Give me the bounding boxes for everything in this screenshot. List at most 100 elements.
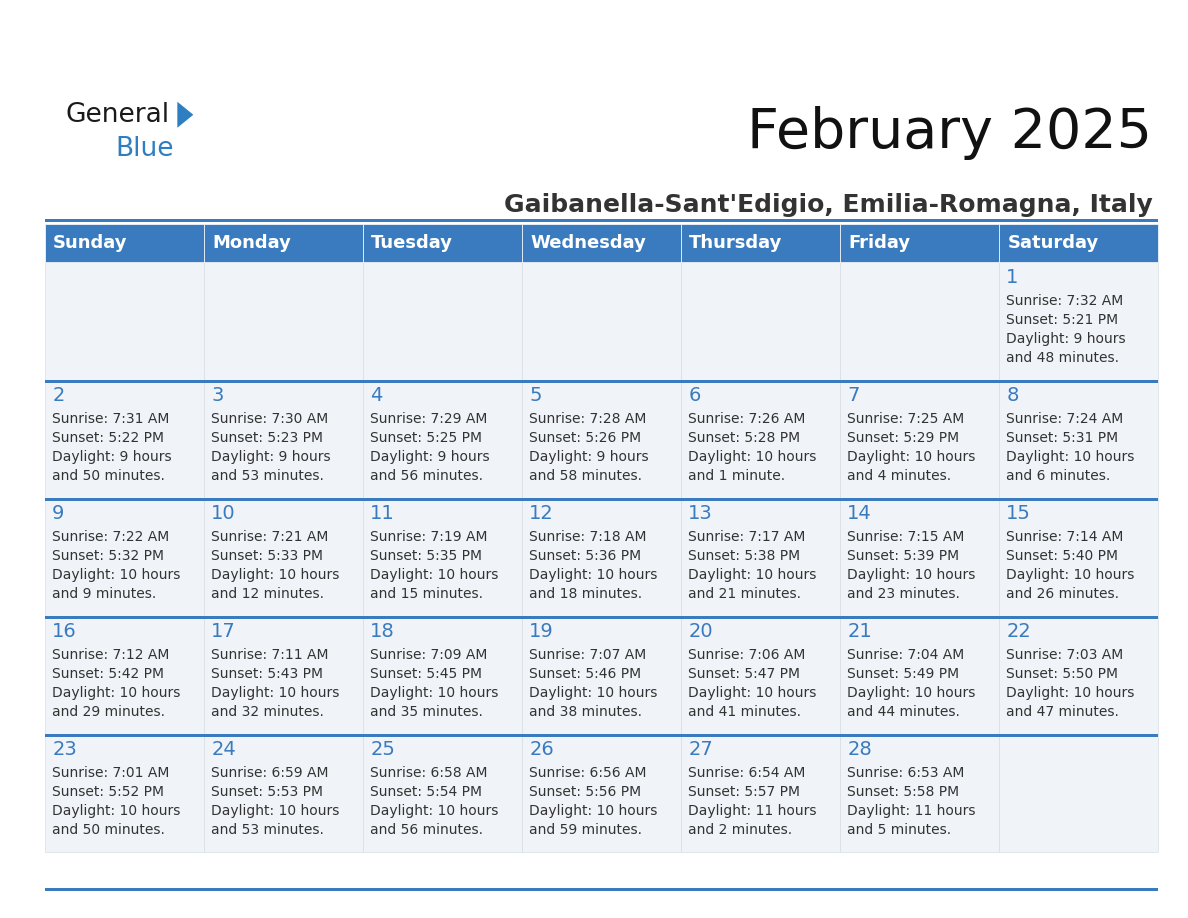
Text: Sunrise: 7:06 AM: Sunrise: 7:06 AM — [688, 648, 805, 662]
Text: Sunrise: 7:30 AM: Sunrise: 7:30 AM — [211, 412, 328, 426]
Text: 16: 16 — [52, 622, 77, 641]
Text: 28: 28 — [847, 740, 872, 759]
Text: 22: 22 — [1006, 622, 1031, 641]
Text: Sunrise: 7:25 AM: Sunrise: 7:25 AM — [847, 412, 965, 426]
Text: 10: 10 — [211, 504, 235, 523]
Text: Daylight: 10 hours: Daylight: 10 hours — [688, 450, 816, 464]
Text: 13: 13 — [688, 504, 713, 523]
Text: Sunrise: 7:09 AM: Sunrise: 7:09 AM — [371, 648, 487, 662]
Text: 3: 3 — [211, 386, 223, 405]
Text: Saturday: Saturday — [1007, 233, 1099, 252]
Text: Sunset: 5:39 PM: Sunset: 5:39 PM — [847, 549, 960, 563]
Bar — [999, 224, 1158, 262]
Text: Sunset: 5:54 PM: Sunset: 5:54 PM — [371, 785, 482, 800]
Text: Daylight: 10 hours: Daylight: 10 hours — [529, 804, 658, 818]
Text: Daylight: 10 hours: Daylight: 10 hours — [529, 686, 658, 700]
Text: 23: 23 — [52, 740, 77, 759]
Text: Daylight: 10 hours: Daylight: 10 hours — [847, 450, 975, 464]
Text: Daylight: 10 hours: Daylight: 10 hours — [1006, 450, 1135, 464]
Text: Sunrise: 7:18 AM: Sunrise: 7:18 AM — [529, 530, 646, 544]
Bar — [840, 734, 999, 853]
Text: Sunset: 5:35 PM: Sunset: 5:35 PM — [371, 549, 482, 563]
Text: and 50 minutes.: and 50 minutes. — [52, 823, 165, 837]
Bar — [840, 262, 999, 380]
Bar — [681, 498, 840, 616]
Text: Sunrise: 7:15 AM: Sunrise: 7:15 AM — [847, 530, 965, 544]
Text: Daylight: 10 hours: Daylight: 10 hours — [529, 568, 658, 582]
Text: Sunset: 5:29 PM: Sunset: 5:29 PM — [847, 431, 960, 445]
Text: Sunset: 5:42 PM: Sunset: 5:42 PM — [52, 667, 164, 681]
Text: 20: 20 — [688, 622, 713, 641]
Bar — [45, 380, 204, 498]
Text: Daylight: 9 hours: Daylight: 9 hours — [52, 450, 172, 464]
Bar — [45, 224, 204, 262]
Text: Sunset: 5:45 PM: Sunset: 5:45 PM — [371, 667, 482, 681]
Text: Sunset: 5:46 PM: Sunset: 5:46 PM — [529, 667, 642, 681]
Text: and 1 minute.: and 1 minute. — [688, 469, 785, 483]
Text: Sunrise: 7:24 AM: Sunrise: 7:24 AM — [1006, 412, 1124, 426]
Text: Daylight: 11 hours: Daylight: 11 hours — [688, 804, 816, 818]
Text: Daylight: 10 hours: Daylight: 10 hours — [211, 804, 340, 818]
Text: Daylight: 10 hours: Daylight: 10 hours — [52, 804, 181, 818]
Text: 9: 9 — [52, 504, 64, 523]
Text: Daylight: 10 hours: Daylight: 10 hours — [52, 686, 181, 700]
Text: and 56 minutes.: and 56 minutes. — [371, 469, 484, 483]
Text: 8: 8 — [1006, 386, 1018, 405]
Text: Daylight: 10 hours: Daylight: 10 hours — [211, 686, 340, 700]
Text: 11: 11 — [371, 504, 394, 523]
Bar — [523, 262, 681, 380]
Bar — [523, 224, 681, 262]
Text: and 5 minutes.: and 5 minutes. — [847, 823, 952, 837]
Text: 27: 27 — [688, 740, 713, 759]
Text: Sunset: 5:47 PM: Sunset: 5:47 PM — [688, 667, 801, 681]
Text: 12: 12 — [529, 504, 554, 523]
Text: and 35 minutes.: and 35 minutes. — [371, 705, 484, 719]
Text: Sunset: 5:21 PM: Sunset: 5:21 PM — [1006, 313, 1118, 327]
Text: Sunrise: 6:58 AM: Sunrise: 6:58 AM — [371, 767, 488, 780]
Text: Sunset: 5:58 PM: Sunset: 5:58 PM — [847, 785, 960, 800]
Bar — [840, 498, 999, 616]
Text: Sunset: 5:36 PM: Sunset: 5:36 PM — [529, 549, 642, 563]
Text: Daylight: 10 hours: Daylight: 10 hours — [52, 568, 181, 582]
Text: 21: 21 — [847, 622, 872, 641]
Text: Daylight: 10 hours: Daylight: 10 hours — [371, 804, 499, 818]
Text: Sunset: 5:50 PM: Sunset: 5:50 PM — [1006, 667, 1118, 681]
Text: and 41 minutes.: and 41 minutes. — [688, 705, 801, 719]
Bar — [364, 380, 523, 498]
Text: Sunrise: 7:26 AM: Sunrise: 7:26 AM — [688, 412, 805, 426]
Text: Sunset: 5:28 PM: Sunset: 5:28 PM — [688, 431, 801, 445]
Text: 19: 19 — [529, 622, 554, 641]
Text: Sunrise: 7:14 AM: Sunrise: 7:14 AM — [1006, 530, 1124, 544]
Text: 4: 4 — [371, 386, 383, 405]
Text: Sunset: 5:22 PM: Sunset: 5:22 PM — [52, 431, 164, 445]
Bar — [45, 734, 1158, 737]
Text: Daylight: 9 hours: Daylight: 9 hours — [529, 450, 649, 464]
Text: February 2025: February 2025 — [747, 106, 1152, 160]
Bar — [523, 380, 681, 498]
Bar — [204, 262, 364, 380]
Text: Daylight: 10 hours: Daylight: 10 hours — [847, 568, 975, 582]
Text: Sunrise: 7:07 AM: Sunrise: 7:07 AM — [529, 648, 646, 662]
Text: Sunrise: 7:21 AM: Sunrise: 7:21 AM — [211, 530, 329, 544]
Text: General: General — [65, 102, 170, 128]
Text: 18: 18 — [371, 622, 394, 641]
Text: 15: 15 — [1006, 504, 1031, 523]
Text: Daylight: 10 hours: Daylight: 10 hours — [688, 568, 816, 582]
Text: and 32 minutes.: and 32 minutes. — [211, 705, 324, 719]
Text: Daylight: 10 hours: Daylight: 10 hours — [847, 686, 975, 700]
Text: Sunset: 5:25 PM: Sunset: 5:25 PM — [371, 431, 482, 445]
Text: 5: 5 — [529, 386, 542, 405]
Text: and 56 minutes.: and 56 minutes. — [371, 823, 484, 837]
Text: Sunset: 5:53 PM: Sunset: 5:53 PM — [211, 785, 323, 800]
Text: Sunrise: 7:01 AM: Sunrise: 7:01 AM — [52, 767, 170, 780]
Text: and 9 minutes.: and 9 minutes. — [52, 587, 157, 601]
Bar — [45, 262, 204, 380]
Text: Sunrise: 7:29 AM: Sunrise: 7:29 AM — [371, 412, 487, 426]
Text: Sunrise: 7:11 AM: Sunrise: 7:11 AM — [211, 648, 329, 662]
Text: Friday: Friday — [848, 233, 910, 252]
Bar — [681, 262, 840, 380]
Text: Thursday: Thursday — [689, 233, 783, 252]
Text: and 50 minutes.: and 50 minutes. — [52, 469, 165, 483]
Text: Sunrise: 7:19 AM: Sunrise: 7:19 AM — [371, 530, 488, 544]
Text: and 4 minutes.: and 4 minutes. — [847, 469, 952, 483]
